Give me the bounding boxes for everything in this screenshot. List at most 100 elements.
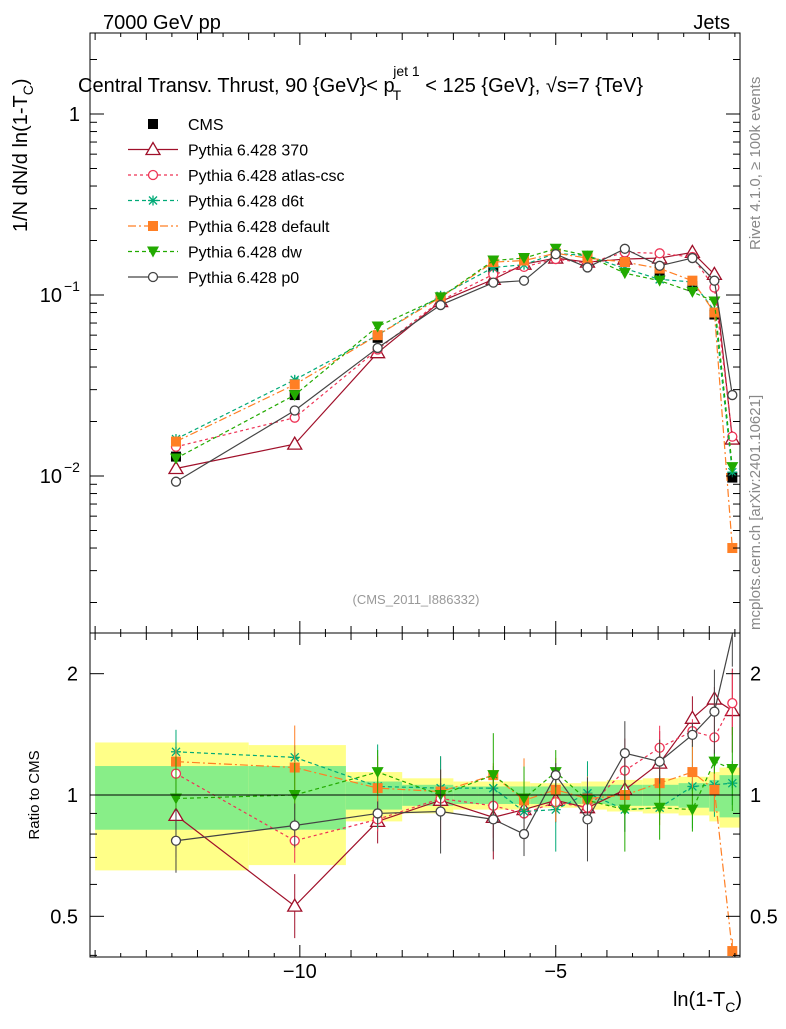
legend-marker: [147, 169, 159, 181]
legend-label: CMS: [188, 117, 224, 134]
analysis-id-label: (CMS_2011_I886332): [353, 592, 480, 607]
data-point: [727, 472, 738, 483]
legend-marker: [147, 271, 159, 283]
ratio-point: [435, 806, 446, 817]
data-point: [286, 435, 303, 450]
data-point: [289, 405, 300, 416]
y-axis-label-sub: C: [20, 85, 36, 95]
ratio-point: [654, 756, 665, 767]
data-point: [170, 476, 182, 487]
data-point: [687, 275, 698, 286]
y-tick-exponent: −2: [64, 459, 80, 475]
x-tick-label: −5: [544, 961, 567, 983]
data-point: [169, 453, 182, 465]
legend-item: Pythia 6.428 atlas-csc: [128, 168, 345, 185]
chart-title-sqrt: √: [546, 75, 557, 97]
data-point: [488, 277, 499, 288]
ratio-point: [487, 770, 500, 782]
legend-marker: [148, 119, 158, 129]
x-axis-label-pre: ln(1-T: [673, 989, 725, 1011]
data-point: [654, 248, 665, 259]
data-point: [487, 255, 500, 267]
data-point: [434, 292, 447, 304]
data-point: [518, 275, 530, 286]
y-tick-exponent: −1: [64, 278, 80, 294]
y-axis-label: 1/N dN/d ln(1-TC): [10, 78, 36, 232]
series-layer: [167, 243, 741, 554]
y-axis-label-post: ): [10, 78, 32, 85]
ratio-point: [550, 770, 561, 781]
ratio-point: [686, 804, 699, 816]
ratio-point: [687, 729, 698, 741]
data-point: [654, 260, 665, 271]
legend-item: Pythia 6.428 370: [128, 141, 308, 160]
ratio-point: [708, 756, 721, 768]
data-point: [618, 268, 631, 280]
data-point: [435, 299, 446, 311]
legend-marker: [147, 246, 159, 258]
ratio-point: [518, 793, 531, 805]
chart-title-pre: Central Transv. Thrust, 90 {GeV}< p: [78, 75, 395, 97]
ratio-tick-label-right: 1: [750, 785, 761, 807]
y-tick-label: 10: [40, 466, 62, 488]
x-tick-label: −10: [283, 961, 317, 983]
chart-title-sub: T: [393, 87, 402, 103]
ratio-point: [619, 748, 630, 759]
ratio-point: [618, 804, 631, 816]
legend-item: Pythia 6.428 dw: [128, 245, 302, 262]
data-point: [582, 262, 593, 273]
data-point: [619, 257, 630, 268]
ratio-tick-label-left: 2: [67, 664, 78, 686]
ratio-point: [170, 835, 182, 846]
legend-item: Pythia 6.428 p0: [128, 270, 299, 287]
data-point: [727, 389, 738, 401]
legend-label: Pythia 6.428 d6t: [188, 194, 304, 211]
y-tick-label: 1: [69, 104, 80, 126]
data-point: [581, 250, 594, 262]
legend-label: Pythia 6.428 atlas-csc: [188, 168, 345, 185]
data-point: [170, 436, 181, 447]
y-axis-label-pre: 1/N dN/d ln(1-T: [10, 95, 32, 232]
ratio-point: [709, 706, 720, 717]
legend-label: Pythia 6.428 p0: [188, 270, 299, 287]
ratio-series-layer: [167, 633, 741, 957]
ratio-tick-label-left: 0.5: [50, 906, 78, 928]
ratio-tick-label-right: 2: [750, 664, 761, 686]
ratio-point: [687, 767, 698, 778]
ratio-tick-label-left: 1: [67, 785, 78, 807]
data-point: [371, 321, 384, 333]
ratio-point: [518, 828, 530, 840]
ratio-point: [653, 802, 666, 814]
header-jets-label: Jets: [693, 12, 730, 34]
data-point: [726, 462, 739, 474]
ratio-series-6: [170, 633, 733, 873]
data-point: [653, 275, 666, 287]
chart-title: Central Transv. Thrust, 90 {GeV}< pTjet …: [78, 63, 643, 103]
x-axis-label: ln(1-TC): [673, 989, 742, 1015]
chart-title-post: s=7 {TeV}: [557, 75, 644, 97]
legend-item: Pythia 6.428 default: [128, 219, 330, 236]
data-point: [727, 543, 738, 554]
legend-item: Pythia 6.428 d6t: [128, 194, 304, 211]
legend-label: Pythia 6.428 370: [188, 143, 308, 160]
data-point: [372, 342, 383, 354]
legend-label: Pythia 6.428 dw: [188, 245, 302, 262]
x-axis-label-post: ): [735, 989, 742, 1011]
data-point: [167, 460, 185, 475]
data-point: [550, 249, 561, 260]
ratio-point: [289, 820, 300, 831]
chart-title-sup: jet 1: [392, 63, 420, 79]
rivet-version-label: Rivet 4.1.0, ≥ 100k events: [747, 77, 764, 250]
series-5: [169, 243, 739, 474]
ratio-point: [488, 814, 499, 825]
ratio-point: [371, 767, 384, 779]
ratio-point: [709, 784, 720, 795]
data-point: [288, 390, 301, 402]
x-axis-label-sub: C: [725, 999, 735, 1015]
legend-marker: [148, 221, 158, 231]
ratio-tick-label-right: 0.5: [750, 906, 778, 928]
y-tick-label: 10: [40, 285, 62, 307]
ratio-point: [286, 897, 303, 912]
